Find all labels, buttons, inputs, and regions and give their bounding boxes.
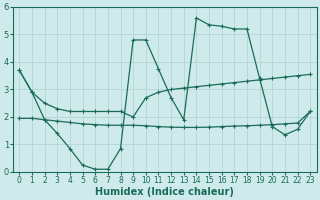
X-axis label: Humidex (Indice chaleur): Humidex (Indice chaleur) bbox=[95, 187, 234, 197]
